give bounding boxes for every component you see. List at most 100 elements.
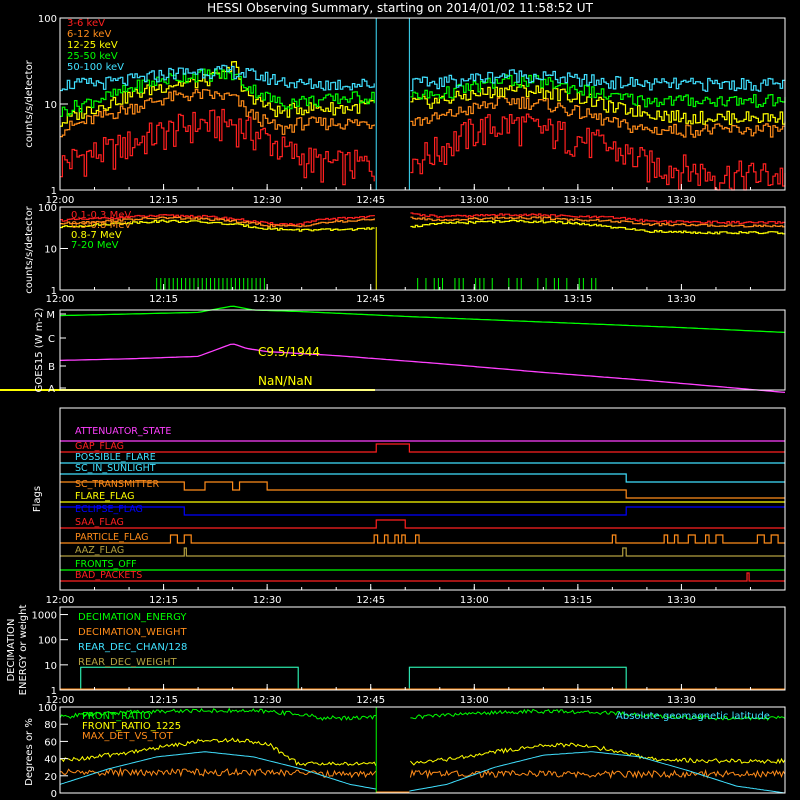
panel1-y-tick-label: 1 bbox=[51, 186, 57, 197]
panel4-x-tick-label: 12:30 bbox=[253, 595, 282, 606]
panel5-y-tick-label: 10 bbox=[44, 661, 57, 672]
panel2-legend-item: 7-20 MeV bbox=[71, 240, 119, 251]
panel5-ylabel-line1: DECIMATION bbox=[6, 618, 17, 681]
flag-label-sc-transmitter: SC_TRANSMITTER bbox=[75, 479, 160, 490]
panel5-y-tick-label: 1000 bbox=[32, 611, 57, 622]
panel2-x-tick-label: 12:15 bbox=[149, 294, 178, 305]
panel1-x-tick-label: 12:45 bbox=[356, 195, 385, 206]
panel4-x-tick-label: 13:30 bbox=[667, 595, 696, 606]
panel1-x-tick-label: 13:00 bbox=[460, 195, 489, 206]
panel3-y-tick-label: M bbox=[46, 310, 55, 321]
panel1-legend-item: 12-25 keV bbox=[67, 40, 118, 51]
panel6-series-max-det-vs-tot bbox=[60, 766, 786, 780]
panel3-series-goes-short bbox=[59, 343, 786, 394]
panel2-x-tick-label: 12:00 bbox=[46, 294, 75, 305]
panel1-y-tick-label: 100 bbox=[38, 14, 57, 25]
panel3-annotation-flare: C9.5/1944 bbox=[258, 345, 320, 359]
page-title: HESSI Observing Summary, starting on 201… bbox=[207, 1, 593, 15]
panel2-legend-item: 0.3-0.8 MeV bbox=[71, 220, 131, 231]
panel2-y-tick-label: 10 bbox=[44, 245, 57, 256]
panel2-series-0-1-0-3-mev bbox=[60, 212, 786, 226]
panel2-x-tick-label: 13:30 bbox=[667, 294, 696, 305]
panel4-x-tick-label: 12:00 bbox=[46, 595, 75, 606]
panel6-y-tick-label: 100 bbox=[38, 703, 57, 714]
panel3-y-tick-label: B bbox=[48, 362, 55, 373]
panel1-legend-item: 3-6 keV bbox=[67, 18, 105, 29]
panel5-legend-item: DECIMATION_ENERGY bbox=[78, 612, 187, 623]
panel6-y-tick-label: 40 bbox=[44, 755, 57, 766]
panel3-annotation-nan: NaN/NaN bbox=[258, 374, 313, 388]
panel3-ylabel: GOES15 (W m-2) bbox=[34, 308, 45, 393]
panel6-legend-item: Absolute geomagnetic latitude bbox=[616, 711, 770, 722]
panel5-legend-item: REAR_DEC_WEIGHT bbox=[78, 657, 177, 668]
panel2-legend-item: 0.1-0.3 MeV bbox=[71, 210, 131, 221]
panel3-frame bbox=[59, 309, 786, 391]
panel1-x-tick-label: 12:00 bbox=[46, 195, 75, 206]
flag-line-eclipse-flag bbox=[60, 506, 785, 516]
panel4-x-tick-label: 13:15 bbox=[563, 595, 592, 606]
flag-line-gap-flag bbox=[60, 443, 785, 453]
panel1-legend-item: 50-100 keV bbox=[67, 62, 124, 73]
flag-line-bad-packets bbox=[60, 572, 785, 582]
panel1-series-3-6-kev bbox=[60, 108, 786, 191]
panel6-series-front-ratio bbox=[59, 707, 786, 721]
flag-label-saa-flag: SAA_FLAG bbox=[75, 517, 124, 528]
panel1-series-50-100-kev bbox=[60, 64, 786, 92]
flag-label-flare-flag: FLARE_FLAG bbox=[75, 491, 135, 502]
panel5-legend-item: REAR_DEC_CHAN/128 bbox=[78, 642, 187, 653]
panel5-x-tick-label: 12:15 bbox=[149, 695, 178, 706]
panel1-series-6-12-kev bbox=[60, 88, 786, 138]
panel5-y-tick-label: 1 bbox=[51, 686, 57, 697]
flag-label-fronts-off: FRONTS_OFF bbox=[75, 559, 137, 570]
panel6-legend-item: FRONT_RATIO_1225 bbox=[82, 721, 181, 732]
panel3-series-goes-long bbox=[59, 305, 786, 334]
flag-label-aaz-flag: AAZ_FLAG bbox=[75, 545, 124, 556]
panel1-x-tick-label: 12:15 bbox=[149, 195, 178, 206]
panel1-x-tick-label: 12:30 bbox=[253, 195, 282, 206]
flag-label-gap-flag: GAP_FLAG bbox=[75, 441, 124, 452]
flag-line-saa-flag bbox=[60, 519, 785, 529]
flag-label-bad-packets: BAD_PACKETS bbox=[75, 570, 142, 581]
panel2-legend-item: 0.8-7 MeV bbox=[71, 230, 122, 241]
panel6-y-tick-label: 0 bbox=[51, 789, 57, 800]
panel2-x-tick-label: 12:45 bbox=[356, 294, 385, 305]
panel2-series-0-3-0-8-mev bbox=[60, 216, 786, 228]
panel6-y-tick-label: 20 bbox=[44, 772, 57, 783]
panel1-legend-item: 6-12 keV bbox=[67, 29, 111, 40]
panel6-legend-item: MAX_DET_VS_TOT bbox=[82, 731, 174, 742]
panel4-x-tick-label: 12:15 bbox=[149, 595, 178, 606]
panel2-x-tick-label: 12:30 bbox=[253, 294, 282, 305]
panel2-y-tick-label: 1 bbox=[51, 286, 57, 297]
flag-line-aaz-flag bbox=[60, 547, 785, 557]
panel5-ylabel-line2: ENERGY or weight bbox=[18, 605, 29, 696]
panel3-y-tick-label: A bbox=[48, 384, 55, 395]
panel5-decimation-step bbox=[80, 666, 627, 690]
flag-label-attenuator-state: ATTENUATOR_STATE bbox=[75, 426, 171, 437]
panel1-x-tick-label: 13:30 bbox=[667, 195, 696, 206]
panel2-ylabel: counts/s/detector bbox=[24, 205, 35, 293]
flag-line-sc-transmitter bbox=[60, 481, 785, 499]
flag-line-sc-in-sunlight bbox=[60, 473, 785, 483]
panel6-series-front-ratio-1225 bbox=[60, 737, 786, 767]
panel5-x-tick-label: 12:45 bbox=[356, 695, 385, 706]
flag-label-particle-flag: PARTICLE_FLAG bbox=[75, 532, 148, 543]
panel4-x-tick-label: 13:00 bbox=[460, 595, 489, 606]
panel6-series-absolute-geomagnetic-latitude bbox=[59, 751, 786, 794]
panel2-series-0-8-7-mev bbox=[60, 219, 786, 235]
panel5-x-tick-label: 13:00 bbox=[460, 695, 489, 706]
panel1-gap-edges bbox=[375, 18, 410, 190]
panel3-y-tick-label: C bbox=[48, 334, 55, 345]
panel2-y-tick-label: 100 bbox=[38, 203, 57, 214]
panel5-y-tick-label: 100 bbox=[38, 636, 57, 647]
flag-label-possible-flare: POSSIBLE_FLARE bbox=[75, 452, 156, 463]
flag-line-particle-flag bbox=[60, 534, 785, 544]
panel5-x-tick-label: 13:15 bbox=[563, 695, 592, 706]
panel4-ylabel: Flags bbox=[32, 486, 43, 512]
flag-label-sc-in-sunlight: SC_IN_SUNLIGHT bbox=[75, 463, 156, 474]
panel6-ylabel: Degrees or % bbox=[24, 718, 35, 786]
panel1-legend-item: 25-50 keV bbox=[67, 51, 118, 62]
panel6-gap-mask bbox=[376, 707, 410, 793]
flag-label-eclipse-flag: ECLIPSE_FLAG bbox=[75, 504, 143, 515]
panel6-y-tick-label: 80 bbox=[44, 720, 57, 731]
